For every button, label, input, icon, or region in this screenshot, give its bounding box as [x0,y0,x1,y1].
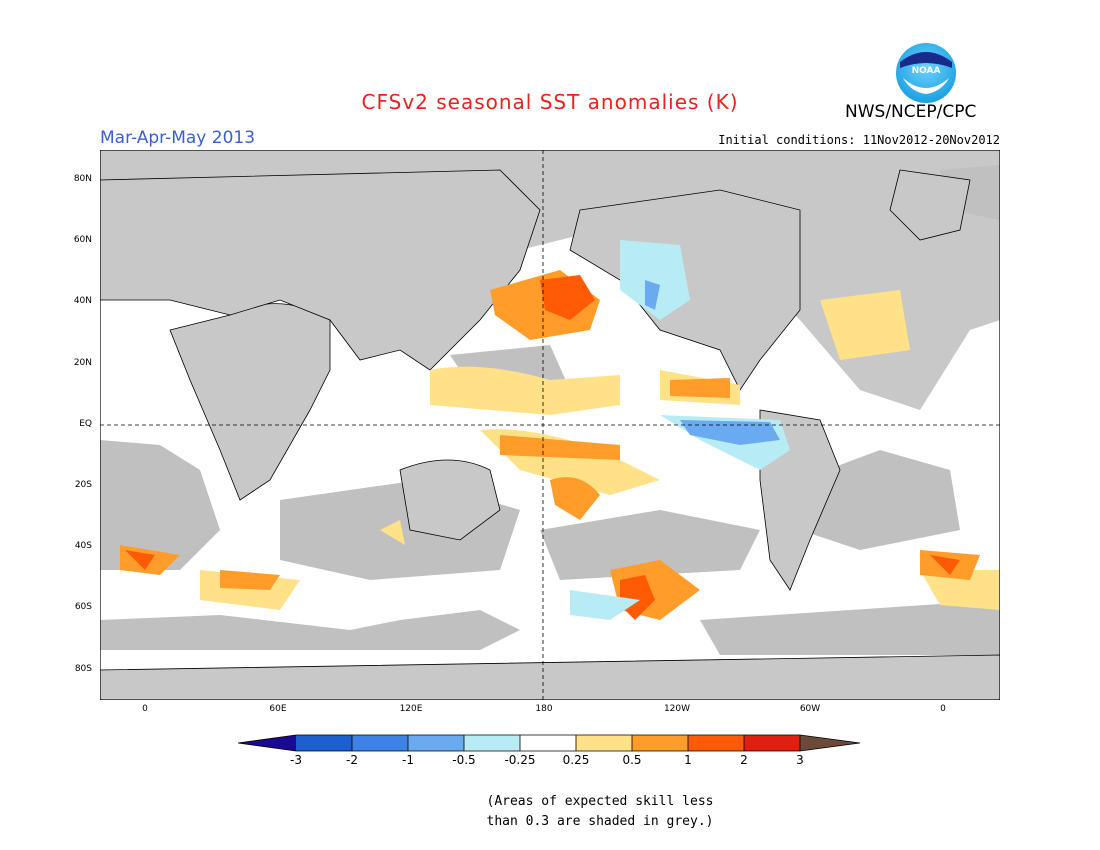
initial-conditions-label: Initial conditions: 11Nov2012-20Nov2012 [718,133,1000,147]
lat-label: 80S [74,664,92,674]
colorbar-bin [688,735,744,751]
greenland [889,169,971,241]
colorbar-label: 1 [684,753,692,767]
skill-note-line: than 0.3 are shaded in grey.) [486,814,714,829]
colorbar-bin [352,735,408,751]
colorbar-bin [520,735,576,751]
colorbar-bin [632,735,688,751]
colorbar-label: 0.5 [622,753,642,767]
colorbar-label: 3 [796,753,804,767]
colorbar-label: 0.25 [562,753,590,767]
lat-label: 20N [73,358,92,368]
skill-note-line: (Areas of expected skill less [486,794,714,809]
lon-label: 0 [142,704,148,714]
colorbar-label: -0.25 [504,753,536,767]
logo-text: NOAA [912,66,941,76]
cool-anomaly-blue [645,280,780,445]
map-title: CFSv2 seasonal SST anomalies (K) [361,90,739,114]
skill-note: (Areas of expected skill less than 0.3 a… [420,792,780,832]
lon-label: 60E [269,704,287,714]
lon-label: 60W [799,704,821,714]
lon-label: 0 [940,704,946,714]
colorbar-high-arrow [800,735,860,751]
eurasia [100,169,541,371]
colorbar-bin [296,735,352,751]
colorbar-label: 2 [740,753,748,767]
australia [399,459,501,541]
lon-label: 120W [663,704,691,714]
colorbar-low-arrow [238,735,296,751]
colorbar-label: -0.5 [452,753,476,767]
noaa-logo-icon: NOAA [896,43,956,103]
warm-anomaly-red [125,275,960,620]
lat-label: 60S [74,602,92,612]
lat-label: EQ [79,419,92,429]
agency-label: NWS/NCEP/CPC [845,102,977,122]
colorbar-label: -1 [402,753,414,767]
colorbar-bin [464,735,520,751]
lat-label: 40S [74,541,92,551]
sst-anomaly-map [100,150,1000,700]
antarctica [100,654,1000,700]
colorbar-bin [408,735,464,751]
lat-label: 20S [74,480,92,490]
lon-label: 180 [535,704,553,714]
colorbar [238,734,861,752]
colorbar-bin [576,735,632,751]
colorbar-label: -3 [290,753,302,767]
lon-label: 120E [399,704,423,714]
season-label: Mar-Apr-May 2013 [100,128,256,148]
lat-label: 80N [73,174,92,184]
colorbar-bin [744,735,800,751]
colorbar-label: -2 [346,753,358,767]
grey-skill-mask [100,165,1000,655]
lat-label: 60N [73,235,92,245]
lat-label: 40N [73,296,92,306]
